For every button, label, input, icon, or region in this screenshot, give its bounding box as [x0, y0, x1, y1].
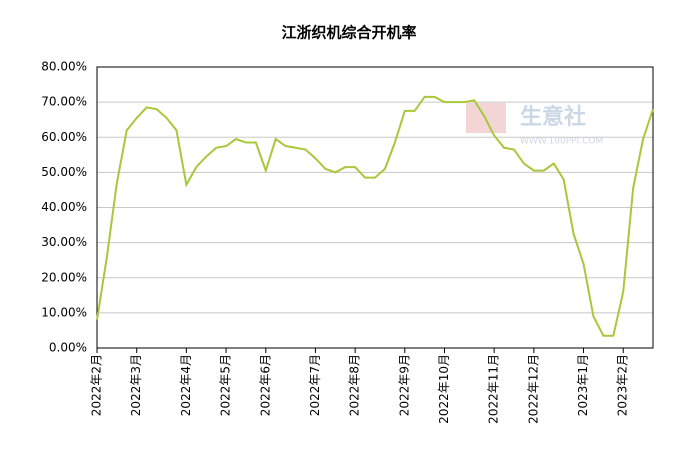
y-tick-label: 80.00% — [41, 60, 87, 74]
x-tick-label: 2022年8月 — [348, 354, 362, 416]
data-line — [96, 95, 654, 337]
x-tick-label: 2022年7月 — [308, 354, 322, 416]
y-tick-label: 20.00% — [41, 270, 87, 284]
y-tick-label: 40.00% — [41, 200, 87, 214]
y-tick-label: 10.00% — [41, 305, 87, 319]
x-tick-label: 2022年4月 — [179, 354, 193, 416]
x-tick-label: 2023年2月 — [616, 354, 630, 416]
x-tick-label: 2022年2月 — [90, 354, 104, 416]
y-tick-label: 30.00% — [41, 235, 87, 249]
x-tick-label: 2022年12月 — [526, 354, 540, 424]
x-tick-label: 2022年10月 — [437, 354, 451, 424]
x-tick-label: 2022年5月 — [219, 354, 233, 416]
watermark: 生意社 WWW.100PPI.COM — [466, 103, 603, 147]
watermark-url: WWW.100PPI.COM — [520, 137, 603, 147]
x-tick-label: 2022年6月 — [258, 354, 272, 416]
x-tick-label: 2022年3月 — [129, 354, 143, 416]
x-tick-label: 2022年11月 — [487, 354, 501, 424]
chart-title: 江浙织机综合开机率 — [281, 24, 416, 42]
watermark-name: 生意社 — [520, 104, 586, 130]
plot-frame — [96, 66, 654, 349]
y-tick-label: 0.00% — [49, 341, 87, 355]
x-tick-label: 2023年1月 — [576, 354, 590, 416]
y-tick-label: 60.00% — [41, 130, 87, 144]
y-tick-label: 70.00% — [41, 95, 87, 109]
x-tick-label: 2022年9月 — [397, 354, 411, 416]
y-tick-label: 50.00% — [41, 165, 87, 179]
